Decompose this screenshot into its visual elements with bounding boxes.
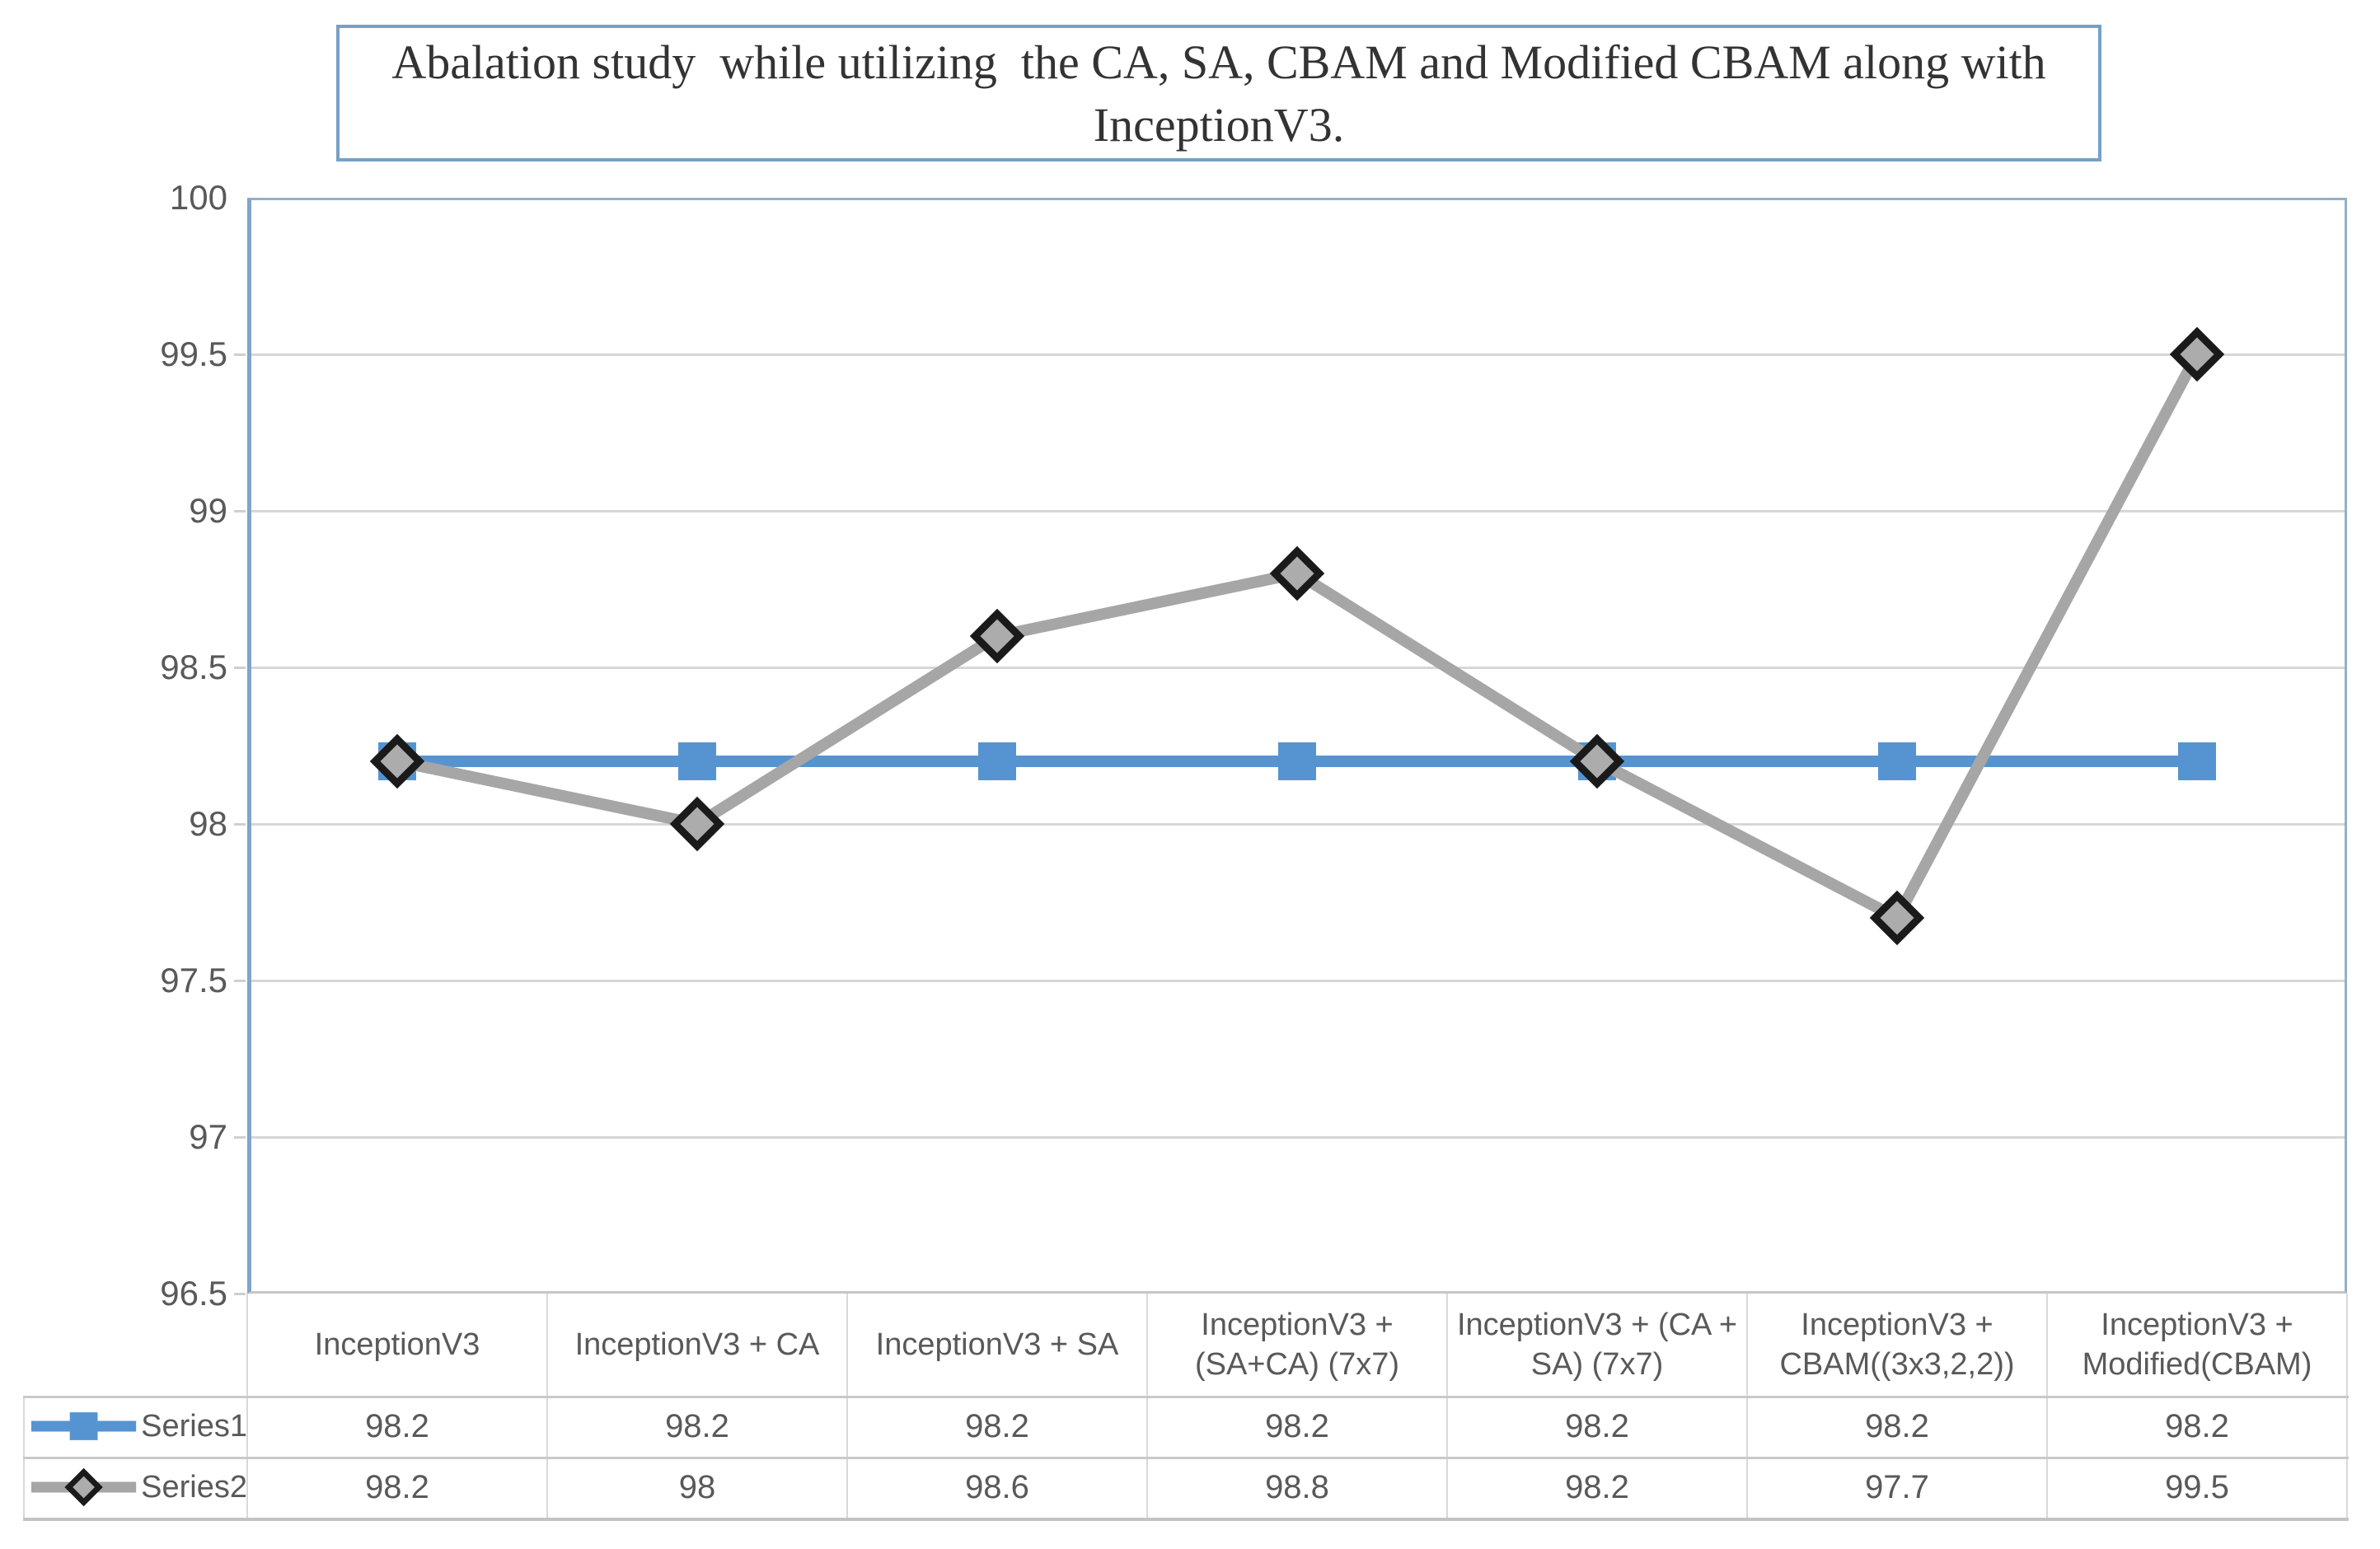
gridline bbox=[251, 667, 2345, 669]
chart-title-box: Abalation study while utilizing the CA, … bbox=[336, 25, 2101, 161]
y-axis-tick-label: 98.5 bbox=[160, 648, 227, 686]
category-header-cell: InceptionV3 + (CA + SA) (7x7) bbox=[1456, 1308, 1738, 1382]
category-header-cell: InceptionV3 + CBAM((3x3,2,2)) bbox=[1779, 1308, 2015, 1382]
y-axis-tick-label: 97 bbox=[189, 1117, 227, 1156]
gridline bbox=[251, 510, 2345, 512]
y-axis-tick bbox=[234, 980, 246, 982]
y-axis-tick-label: 97.5 bbox=[160, 961, 227, 999]
y-axis-tick-label: 96.5 bbox=[160, 1274, 227, 1313]
table-column-border bbox=[2046, 1294, 2048, 1518]
chart-title: Abalation study while utilizing the CA, … bbox=[391, 35, 2059, 152]
table-value-cell: 98.2 bbox=[665, 1407, 729, 1444]
y-axis-tick bbox=[234, 667, 246, 669]
table-column-border bbox=[1446, 1294, 1448, 1518]
category-header-cell: InceptionV3 + (SA+CA) (7x7) bbox=[1194, 1308, 1400, 1382]
table-value-cell: 98.8 bbox=[1265, 1468, 1329, 1505]
y-axis-tick-label: 99.5 bbox=[160, 335, 227, 373]
table-column-border bbox=[1146, 1294, 1148, 1518]
y-axis-tick bbox=[234, 510, 246, 512]
table-value-cell: 98.2 bbox=[2165, 1407, 2229, 1444]
y-axis-tick-label: 98 bbox=[189, 804, 227, 843]
series2-legend-marker-icon bbox=[30, 1467, 137, 1507]
series1-legend-marker-icon bbox=[30, 1412, 137, 1440]
table-column-border bbox=[1746, 1294, 1748, 1518]
gridline bbox=[251, 823, 2345, 826]
category-header-cell: InceptionV3 bbox=[314, 1327, 480, 1362]
table-value-cell: 98.2 bbox=[1565, 1468, 1629, 1505]
table-column-border bbox=[846, 1294, 848, 1518]
table-value-cell: 98.2 bbox=[1865, 1407, 1929, 1444]
category-header-cell: InceptionV3 + CA bbox=[574, 1327, 820, 1362]
legend-item-series2: Series2 bbox=[23, 1457, 247, 1518]
y-axis-tick-label: 99 bbox=[189, 491, 227, 530]
gridline bbox=[251, 1136, 2345, 1139]
legend-item-series1: Series1 bbox=[23, 1396, 247, 1457]
table-value-cell: 98.2 bbox=[365, 1468, 429, 1505]
category-header-cell: InceptionV3 + SA bbox=[875, 1327, 1119, 1362]
table-value-cell: 98.2 bbox=[365, 1407, 429, 1444]
legend-label: Series1 bbox=[141, 1408, 247, 1444]
table-value-cell: 98.2 bbox=[1265, 1407, 1329, 1444]
y-axis-tick bbox=[234, 823, 246, 826]
table-column-border bbox=[546, 1294, 548, 1518]
table-row-border bbox=[23, 1518, 2349, 1521]
gridline bbox=[251, 980, 2345, 982]
table-row-border bbox=[23, 1396, 2349, 1398]
table-value-cell: 98 bbox=[678, 1468, 716, 1505]
table-row-border bbox=[23, 1457, 2349, 1459]
table-value-cell: 97.7 bbox=[1865, 1468, 1929, 1505]
y-axis-tick bbox=[234, 353, 246, 356]
plot-area bbox=[247, 198, 2347, 1294]
table-value-cell: 98.2 bbox=[1565, 1407, 1629, 1444]
table-value-cell: 98.2 bbox=[965, 1407, 1029, 1444]
category-header-cell: InceptionV3 + Modified(CBAM) bbox=[2082, 1308, 2312, 1382]
y-axis-tick bbox=[234, 1136, 246, 1139]
table-value-cell: 99.5 bbox=[2165, 1468, 2229, 1505]
table-value-cell: 98.6 bbox=[965, 1468, 1029, 1505]
gridline bbox=[251, 353, 2345, 356]
table-column-border bbox=[246, 1294, 248, 1518]
y-axis-tick-label: 100 bbox=[169, 178, 227, 217]
table-column-border bbox=[2346, 1294, 2348, 1518]
y-axis-tick bbox=[234, 1293, 246, 1295]
legend-label: Series2 bbox=[141, 1469, 247, 1505]
